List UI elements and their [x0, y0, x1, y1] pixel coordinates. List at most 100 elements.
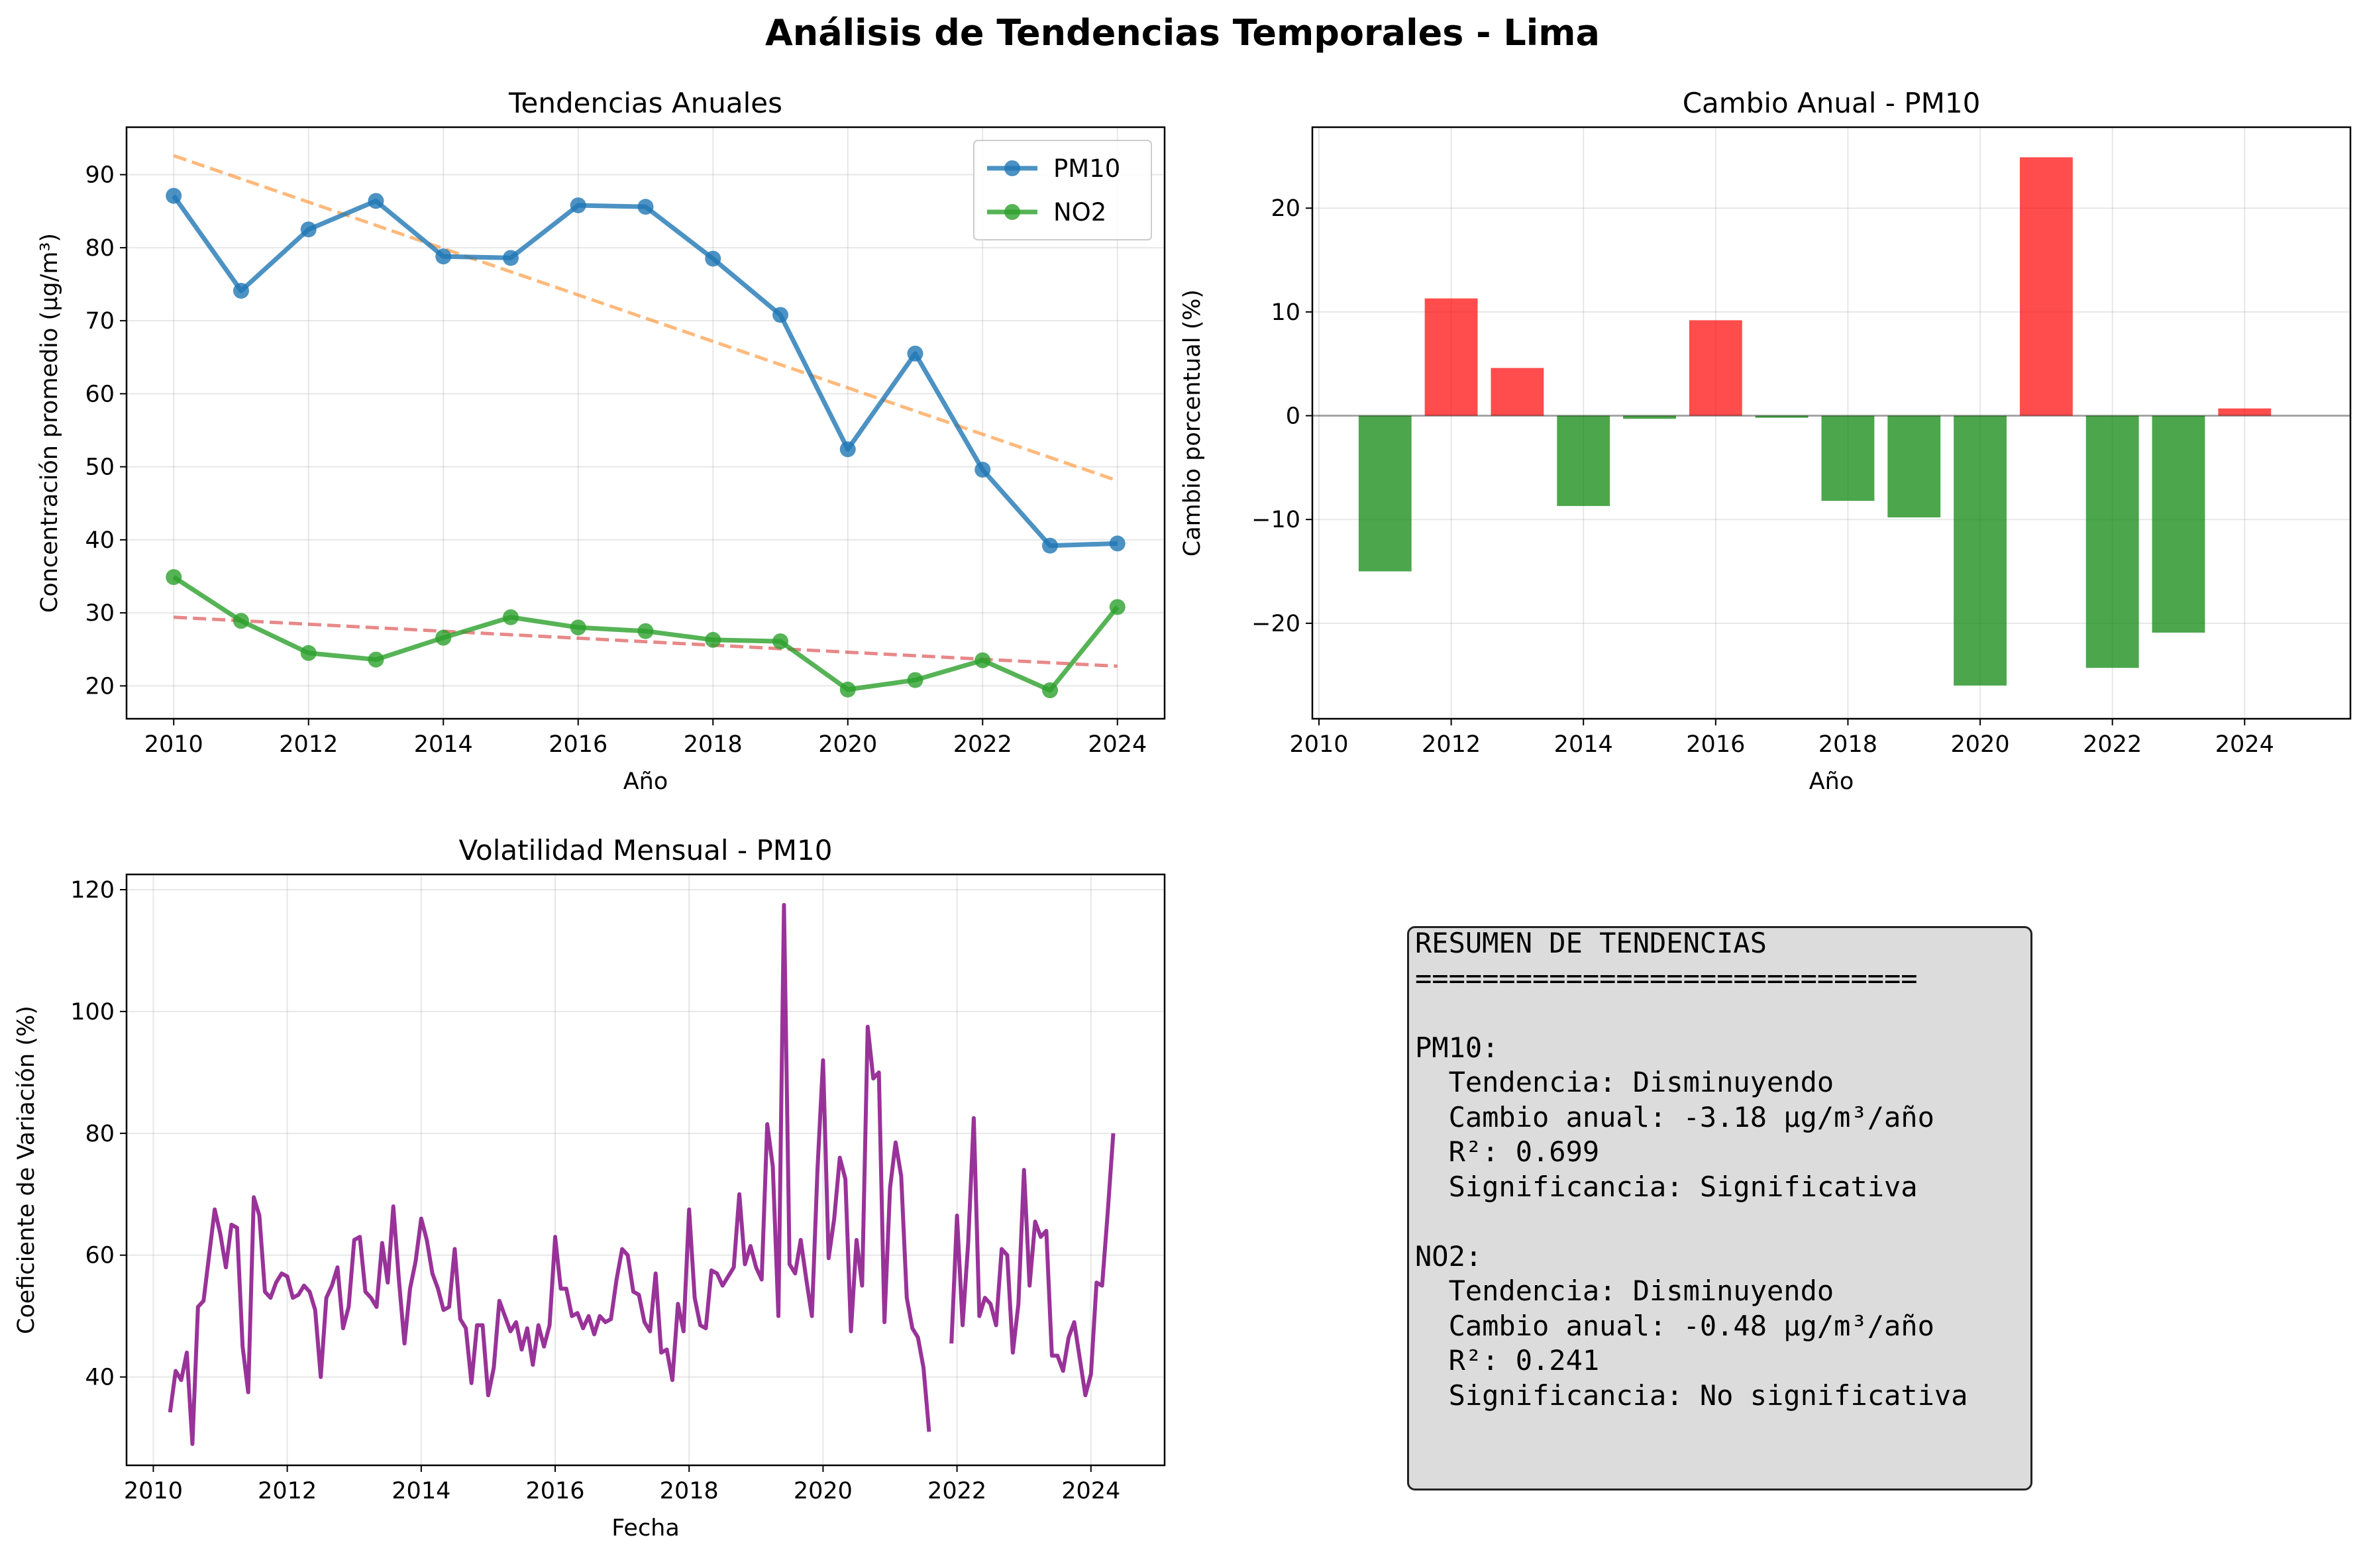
y-tick-label: 40 — [85, 1365, 115, 1391]
summary-line: Cambio anual: -3.18 μg/m³/año — [1415, 1100, 1934, 1133]
y-tick-label: −10 — [1251, 507, 1300, 533]
x-tick-label: 2014 — [392, 1478, 450, 1504]
bar — [1358, 415, 1412, 572]
summary-line: Significancia: Significativa — [1415, 1170, 1918, 1203]
bar — [1755, 415, 1809, 418]
x-tick-label: 2024 — [2215, 731, 2274, 758]
data-point — [435, 629, 452, 646]
bar — [1424, 298, 1478, 416]
axes-frame — [125, 873, 1166, 1467]
data-point — [300, 221, 317, 238]
x-tick-label: 2016 — [1686, 731, 1745, 758]
x-tick-label: 2018 — [660, 1478, 719, 1504]
x-tick-label: 2022 — [927, 1478, 986, 1504]
y-tick-label: 60 — [85, 381, 115, 407]
summary-line: Tendencia: Disminuyendo — [1415, 1275, 1834, 1307]
bar — [2218, 408, 2272, 416]
summary-line: ============================== — [1415, 961, 1918, 994]
data-point — [839, 681, 856, 698]
x-tick-label: 2010 — [124, 1478, 183, 1504]
data-point — [907, 672, 923, 688]
bar — [1887, 415, 1941, 518]
data-point — [772, 633, 789, 650]
x-tick-label: 2020 — [1951, 731, 2010, 758]
summary-line: RESUMEN DE TENDENCIAS — [1415, 927, 1767, 959]
x-tick-label: 2012 — [279, 731, 338, 758]
data-point — [570, 197, 586, 213]
data-point — [637, 623, 654, 639]
y-tick-label: 120 — [70, 877, 115, 904]
data-point — [502, 250, 519, 266]
x-tick-label: 2020 — [818, 731, 877, 758]
summary-line: R²: 0.241 — [1415, 1344, 1600, 1377]
y-tick-label: 80 — [85, 235, 115, 262]
y-axis-label: Concentración promedio (μg/m³) — [36, 233, 63, 613]
summary-line: R²: 0.699 — [1415, 1135, 1600, 1168]
y-axis-label: Coeficiente de Variación (%) — [13, 1006, 40, 1334]
bar — [1954, 415, 2007, 686]
x-tick-label: 2014 — [414, 731, 473, 758]
data-point — [502, 609, 519, 625]
x-tick-label: 2018 — [684, 731, 743, 758]
data-point — [637, 199, 654, 215]
bar — [1821, 415, 1875, 501]
volatility-line — [949, 1116, 1116, 1398]
legend-label: PM10 — [1053, 154, 1120, 183]
y-axis-label: Cambio porcentual (%) — [1179, 289, 1206, 556]
summary-line: NO2: — [1415, 1239, 1483, 1273]
data-point — [1109, 599, 1126, 615]
summary-text: RESUMEN DE TENDENCIAS ==================… — [1415, 926, 1968, 1413]
x-tick-label: 2016 — [549, 731, 607, 758]
y-tick-label: 100 — [70, 999, 115, 1025]
summary-line: Cambio anual: -0.48 μg/m³/año — [1415, 1309, 1934, 1342]
volatility-line — [168, 902, 931, 1446]
x-tick-label: 2022 — [953, 731, 1012, 758]
data-point — [1042, 682, 1059, 699]
x-axis-label: Año — [1809, 768, 1854, 795]
summary-line: Significancia: No significativa — [1415, 1379, 1968, 1412]
bar — [2152, 415, 2205, 633]
data-point — [368, 651, 384, 668]
x-tick-label: 2016 — [525, 1478, 584, 1504]
y-tick-label: 70 — [85, 308, 115, 335]
y-tick-label: −20 — [1251, 611, 1300, 637]
x-tick-label: 2010 — [144, 731, 203, 758]
axes-frame — [1311, 126, 2352, 720]
data-point — [974, 652, 991, 668]
x-tick-label: 2022 — [2083, 731, 2142, 758]
legend-marker — [1004, 160, 1020, 176]
legend-label: NO2 — [1053, 198, 1106, 227]
bar — [1689, 320, 1742, 416]
y-tick-label: 50 — [85, 454, 115, 481]
axes-frame — [125, 126, 1166, 720]
data-point — [772, 307, 789, 323]
data-point — [974, 462, 991, 478]
x-axis-label: Fecha — [611, 1515, 680, 1542]
summary-line: PM10: — [1415, 1031, 1499, 1064]
data-point — [907, 345, 923, 362]
y-tick-label: 0 — [1286, 403, 1300, 430]
bar — [1623, 415, 1676, 419]
data-point — [166, 569, 182, 586]
x-tick-label: 2024 — [1088, 731, 1147, 758]
y-tick-label: 20 — [1271, 195, 1300, 222]
y-tick-label: 20 — [85, 673, 115, 700]
data-point — [435, 248, 452, 265]
data-point — [705, 631, 721, 648]
y-tick-label: 60 — [85, 1243, 115, 1269]
x-tick-label: 2010 — [1289, 731, 1348, 758]
data-point — [233, 613, 249, 629]
x-tick-label: 2012 — [258, 1478, 317, 1504]
data-point — [839, 441, 856, 458]
y-tick-label: 90 — [85, 162, 115, 189]
data-point — [300, 645, 317, 661]
data-point — [166, 187, 182, 204]
figure-suptitle: Análisis de Tendencias Temporales - Lima — [764, 12, 1600, 54]
y-tick-label: 40 — [85, 527, 115, 554]
x-tick-label: 2024 — [1061, 1478, 1120, 1504]
summary-line: Tendencia: Disminuyendo — [1415, 1066, 1834, 1098]
subplot-title: Volatilidad Mensual - PM10 — [459, 834, 833, 866]
x-tick-label: 2018 — [1818, 731, 1877, 758]
